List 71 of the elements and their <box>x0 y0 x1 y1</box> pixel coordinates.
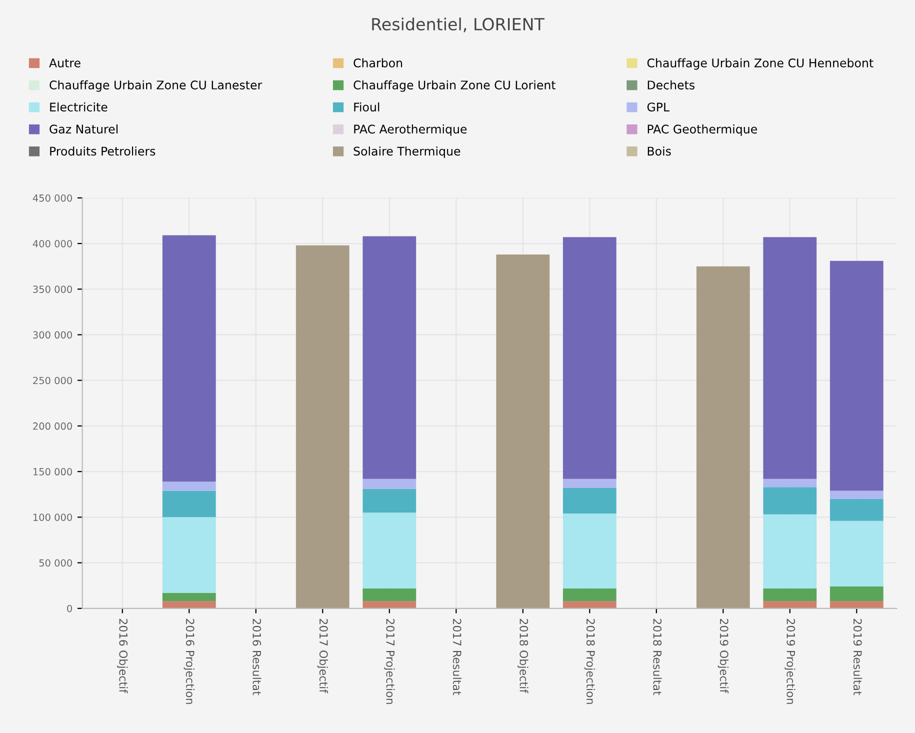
bar <box>763 487 817 514</box>
bar <box>562 478 616 488</box>
y-tick-label: 350 000 <box>33 286 72 293</box>
legend-label: PAC Aerothermique <box>354 124 467 136</box>
bar <box>362 488 416 513</box>
y-tick-label: 300 000 <box>33 331 72 339</box>
bar <box>696 266 750 608</box>
bar <box>162 592 216 602</box>
bar <box>362 588 416 602</box>
bar <box>296 245 350 608</box>
bar <box>162 601 216 608</box>
legend-label: Dechets <box>648 80 695 90</box>
x-tick-label: 2019 Objectif <box>718 618 729 694</box>
legend-label: Chauffage Urbain Zone CU Hennebont <box>647 58 874 70</box>
legend-label: GPL <box>647 102 670 112</box>
bar <box>562 588 616 602</box>
x-tick-label: 2016 Objectif <box>117 618 128 694</box>
bar <box>830 260 884 491</box>
bar <box>763 514 817 588</box>
bar <box>362 512 416 588</box>
x-tick-label: 2017 Projection <box>384 618 395 704</box>
bar <box>562 488 616 514</box>
bar <box>496 254 550 608</box>
bar <box>763 478 817 488</box>
legend-label: Chauffage Urbain Zone CU Lorient <box>354 80 556 92</box>
bar <box>763 588 817 602</box>
legend-label: Bois <box>648 146 671 156</box>
bar <box>830 490 884 499</box>
x-tick-label: 2019 Projection <box>784 618 796 704</box>
x-tick-label: 2018 Projection <box>584 618 596 704</box>
bar <box>562 601 616 608</box>
x-tick-label: 2016 Projection <box>184 618 195 704</box>
legend-label: Gaz Naturel <box>50 124 118 134</box>
x-tick-label: 2018 Resultat <box>653 618 662 696</box>
bar <box>830 586 884 602</box>
legend-label: Fioul <box>354 102 380 112</box>
bar <box>162 482 216 491</box>
legend-label: Chauffage Urbain Zone CU Lanester <box>50 80 262 92</box>
legend-label: Autre <box>49 58 80 68</box>
y-tick-label: 50 000 <box>39 559 72 567</box>
x-tick-label: 2019 Resultat <box>853 618 862 696</box>
bar <box>162 490 216 518</box>
bar <box>763 601 817 608</box>
bar <box>162 235 216 482</box>
bar <box>362 236 416 479</box>
y-tick-label: 150 000 <box>33 468 72 476</box>
bar <box>162 517 216 593</box>
x-tick-label: 2017 Objectif <box>317 618 328 694</box>
y-tick-label: 100 000 <box>33 514 72 522</box>
bar <box>763 237 817 479</box>
y-tick-label: 200 000 <box>33 422 72 430</box>
legend-label: Charbon <box>354 58 402 68</box>
legend-label: Solaire Thermique <box>354 146 460 158</box>
bar <box>830 498 884 521</box>
bar <box>362 478 416 489</box>
y-tick-label: 450 000 <box>32 194 72 202</box>
bar <box>562 237 616 479</box>
legend-label: Electricite <box>50 102 108 112</box>
y-tick-label: 250 000 <box>33 376 72 384</box>
x-tick-label: 2016 Resultat <box>252 618 262 696</box>
bar <box>830 601 884 608</box>
bar <box>830 520 884 586</box>
bar <box>362 601 416 608</box>
legend-label: Produits Petroliers <box>50 146 156 156</box>
x-tick-label: 2017 Resultat <box>452 618 462 696</box>
y-tick-label: 400 000 <box>32 240 72 248</box>
chart-title: Residentiel, LORIENT <box>372 18 545 32</box>
x-tick-label: 2018 Objectif <box>518 618 528 694</box>
legend-label: PAC Geothermique <box>648 124 757 136</box>
bar <box>562 514 616 588</box>
y-tick-label: 0 <box>67 604 72 612</box>
